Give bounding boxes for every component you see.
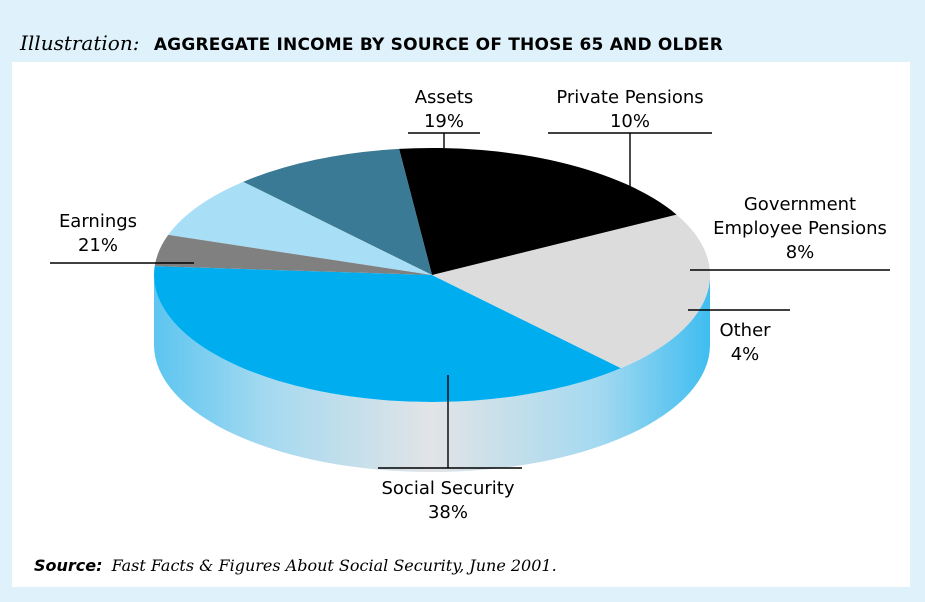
- category-label-assets: Assets: [415, 87, 474, 108]
- pie-slice-other: [154, 234, 433, 275]
- category-label-private-pensions: Private Pensions: [556, 87, 703, 108]
- pie-side-wall: [154, 275, 710, 472]
- title-main: AGGREGATE INCOME BY SOURCE OF THOSE 65 A…: [153, 35, 724, 55]
- pie-slice-assets: [399, 148, 677, 275]
- value-label-assets: 19%: [424, 111, 464, 132]
- pie-slice-earnings: [432, 214, 710, 369]
- category-label-government-employee-pensions: Employee Pensions: [713, 218, 887, 239]
- chart-title: Illustration: AGGREGATE INCOME BY SOURCE…: [20, 31, 910, 59]
- source-label: Source:: [34, 556, 103, 575]
- pie-slice-private-pensions: [243, 148, 432, 275]
- category-label-government-employee-pensions: Government: [744, 194, 856, 215]
- category-label-social-security: Social Security: [381, 478, 514, 499]
- value-label-earnings: 21%: [78, 235, 118, 256]
- pie-slice-government-employee-pensions: [168, 181, 432, 275]
- category-label-earnings: Earnings: [59, 211, 137, 232]
- source-note: Source: Fast Facts & Figures About Socia…: [34, 556, 884, 575]
- pie-slice-social-security: [154, 266, 621, 402]
- value-label-private-pensions: 10%: [610, 111, 650, 132]
- value-label-government-employee-pensions: 8%: [786, 242, 815, 263]
- category-label-other: Other: [719, 320, 771, 341]
- title-prefix: Illustration:: [20, 31, 140, 55]
- source-text: Fast Facts & Figures About Social Securi…: [111, 556, 557, 575]
- value-label-social-security: 38%: [428, 502, 468, 523]
- value-label-other: 4%: [731, 344, 760, 365]
